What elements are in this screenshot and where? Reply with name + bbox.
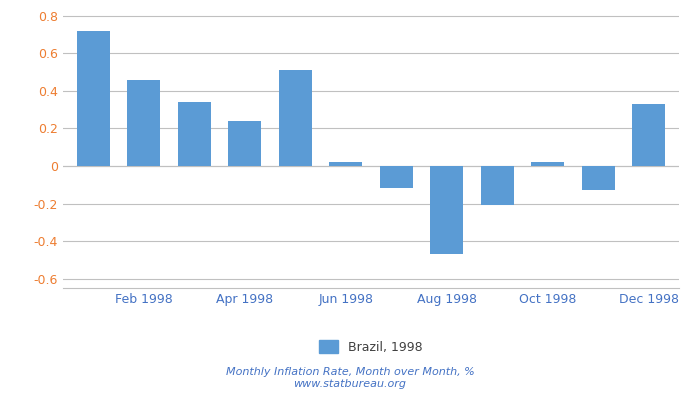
Bar: [380, 166, 413, 188]
Bar: [582, 166, 615, 190]
Bar: [228, 121, 261, 166]
Bar: [127, 80, 160, 166]
Bar: [481, 166, 514, 205]
Bar: [279, 70, 312, 166]
Bar: [178, 102, 211, 166]
Text: Monthly Inflation Rate, Month over Month, %: Monthly Inflation Rate, Month over Month…: [225, 367, 475, 377]
Bar: [430, 166, 463, 254]
Text: www.statbureau.org: www.statbureau.org: [293, 379, 407, 389]
Bar: [531, 162, 564, 166]
Legend: Brazil, 1998: Brazil, 1998: [314, 336, 428, 359]
Bar: [77, 31, 110, 166]
Bar: [632, 104, 665, 166]
Bar: [329, 162, 362, 166]
